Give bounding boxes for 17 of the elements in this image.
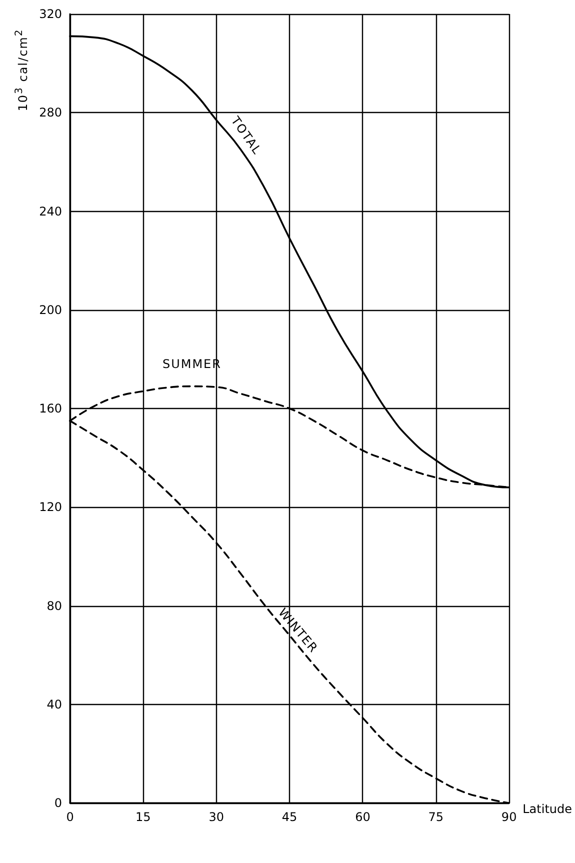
y-tick-label: 40 xyxy=(46,697,62,712)
x-axis-title: Latitude xyxy=(522,802,572,816)
y-tick-label: 160 xyxy=(39,402,62,416)
x-tick-label: 75 xyxy=(428,810,444,824)
x-tick-label: 90 xyxy=(501,810,517,824)
y-tick-label: 320 xyxy=(39,7,62,21)
y-tick-label: 200 xyxy=(39,302,62,317)
x-tick-label: 60 xyxy=(355,810,370,824)
x-tick-label: 30 xyxy=(208,810,224,824)
y-tick-label: 80 xyxy=(46,598,62,613)
y-tick-label: 240 xyxy=(39,204,62,218)
y-tick-label: 280 xyxy=(39,106,62,120)
y-tick-label: 0 xyxy=(54,796,62,810)
x-tick-label: 0 xyxy=(66,810,74,824)
x-tick-label: 45 xyxy=(282,810,298,824)
x-tick-label: 15 xyxy=(136,810,151,824)
y-tick-label: 120 xyxy=(39,500,62,514)
